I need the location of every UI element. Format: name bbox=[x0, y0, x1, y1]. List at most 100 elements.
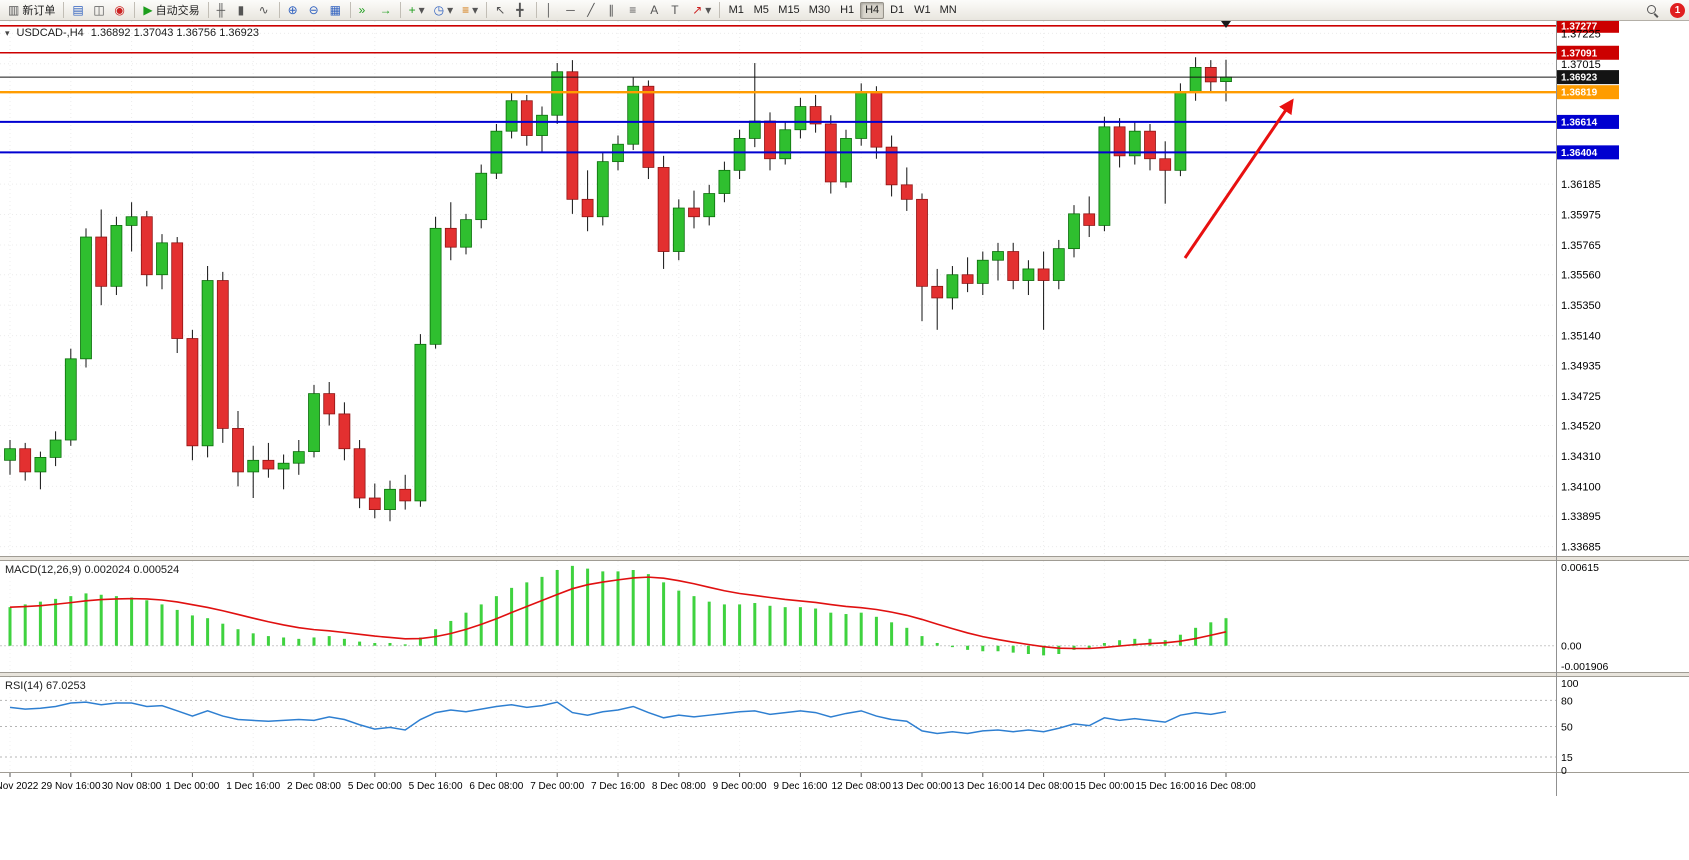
bar-chart-button[interactable]: ╫ bbox=[213, 1, 233, 19]
bearish-candle bbox=[657, 167, 670, 252]
date-axis-label: 30 Nov 08:00 bbox=[102, 781, 162, 792]
trendline-tool-button[interactable]: ╱ bbox=[583, 1, 603, 19]
line-chart-button[interactable]: ∿ bbox=[255, 1, 275, 19]
cursor-tool-button[interactable]: ↖ bbox=[491, 1, 511, 19]
chevron-down-icon: ▾ bbox=[705, 3, 712, 17]
bullish-candle bbox=[125, 216, 138, 226]
price-axis-label: 1.36185 bbox=[1561, 179, 1601, 191]
hline-support-1[interactable]: 1.36614 bbox=[0, 114, 1619, 129]
bullish-candle bbox=[855, 91, 868, 139]
timeframe-h4-button[interactable]: H4 bbox=[860, 1, 885, 19]
cursor-icon: ↖ bbox=[495, 3, 506, 17]
hline-resistance-1[interactable]: 1.37277 bbox=[0, 21, 1619, 33]
bearish-candle bbox=[520, 100, 533, 136]
bearish-candle bbox=[581, 198, 594, 218]
hline-support-2[interactable]: 1.36404 bbox=[0, 145, 1619, 160]
autotrading-button[interactable]: ▶ 自动交易 bbox=[139, 1, 203, 19]
horizontal-lines[interactable]: 1.37277 1.37091 1.36923 1.36819 1.36614 1.364… bbox=[0, 21, 1619, 160]
bearish-candle bbox=[323, 393, 336, 415]
bearish-candle bbox=[338, 413, 351, 450]
print-button[interactable]: ▤ bbox=[68, 1, 88, 19]
price-axis[interactable]: 1.37225 1.37015 1.36185 1.35975 1.35765 1.355… bbox=[1561, 28, 1601, 553]
chart-shift-button[interactable]: → bbox=[376, 1, 396, 19]
candlestick-series bbox=[4, 57, 1232, 522]
horizontal-line-tool-button[interactable]: ─ bbox=[562, 1, 582, 19]
hline-resistance-2[interactable]: 1.37091 bbox=[0, 45, 1619, 60]
crosshair-tool-button[interactable]: ╋ bbox=[512, 1, 532, 19]
timeframe-m30-button[interactable]: M30 bbox=[805, 2, 834, 19]
timeframe-m15-button[interactable]: M15 bbox=[774, 2, 803, 19]
bearish-candle bbox=[95, 236, 108, 287]
timeframe-w1-button[interactable]: W1 bbox=[910, 2, 935, 19]
channel-tool-button[interactable]: ∥ bbox=[604, 1, 624, 19]
date-axis-label: 7 Dec 00:00 bbox=[530, 781, 584, 792]
bullish-candle bbox=[779, 129, 792, 160]
fibonacci-tool-button[interactable]: ≡ bbox=[625, 1, 645, 19]
price-badge-label: 1.36819 bbox=[1561, 88, 1598, 99]
bearish-candle bbox=[216, 280, 229, 429]
timeframe-m1-button[interactable]: M1 bbox=[724, 2, 748, 19]
indicators-button[interactable]: ≡ ▾ bbox=[458, 1, 482, 19]
bullish-candle bbox=[703, 193, 716, 218]
price-axis-label: 1.35765 bbox=[1561, 240, 1601, 252]
bullish-candle bbox=[718, 169, 731, 194]
autotrading-icon: ▶ bbox=[143, 3, 153, 17]
rsi-indicator bbox=[0, 699, 1556, 758]
macd-axis[interactable]: 0.00615 0.00 -0.001906 bbox=[1561, 562, 1608, 673]
bullish-candle bbox=[627, 85, 640, 145]
text-tool-button[interactable]: A bbox=[646, 1, 666, 19]
bullish-candle bbox=[733, 138, 746, 171]
date-axis-label: 9 Dec 16:00 bbox=[773, 781, 827, 792]
bearish-candle bbox=[885, 146, 898, 186]
trend-arrow-annotation[interactable] bbox=[1183, 98, 1294, 259]
timeframe-mn-button[interactable]: MN bbox=[936, 2, 961, 19]
chart-canvas[interactable]: 1.37277 1.37091 1.36923 1.36819 1.36614 1.364… bbox=[0, 21, 1689, 860]
line-chart-icon: ∿ bbox=[258, 3, 269, 17]
timeframe-d1-button[interactable]: D1 bbox=[885, 2, 909, 19]
timeframe-h1-button[interactable]: H1 bbox=[835, 2, 859, 19]
chart-window[interactable]: 1.37277 1.37091 1.36923 1.36819 1.36614 1.364… bbox=[0, 21, 1689, 860]
tile-windows-button[interactable]: ▦ bbox=[326, 1, 346, 19]
bearish-candle bbox=[900, 184, 913, 200]
bullish-candle bbox=[49, 439, 62, 458]
candlestick-chart-button[interactable]: ▮ bbox=[234, 1, 254, 19]
date-axis-label: 6 Dec 08:00 bbox=[469, 781, 523, 792]
arrows-tool-button[interactable]: ↗ ▾ bbox=[688, 1, 715, 19]
notifications-badge[interactable]: 1 bbox=[1670, 2, 1685, 18]
bullish-candle bbox=[110, 225, 123, 287]
toolbar-separator bbox=[536, 2, 538, 18]
search-icon bbox=[1646, 4, 1659, 17]
toolbar-separator bbox=[349, 2, 351, 18]
hline-current-price[interactable]: 1.36923 bbox=[0, 70, 1619, 85]
bullish-candle bbox=[414, 343, 427, 502]
date-axis-label: 8 Dec 08:00 bbox=[652, 781, 706, 792]
label-tool-button[interactable]: T bbox=[667, 1, 687, 19]
auto-scroll-button[interactable]: » bbox=[355, 1, 375, 19]
panel-splitter[interactable] bbox=[0, 557, 1689, 560]
zoom-out-button[interactable]: ⊖ bbox=[305, 1, 325, 19]
bullish-candle bbox=[308, 393, 320, 453]
price-axis-label: 1.35140 bbox=[1561, 331, 1601, 343]
new-order-button[interactable]: ▥ 新订单 bbox=[4, 1, 59, 19]
rsi-axis[interactable]: 100 80 50 150 bbox=[1561, 678, 1579, 777]
bearish-candle bbox=[1037, 268, 1050, 281]
vertical-line-tool-button[interactable]: │ bbox=[541, 1, 561, 19]
time-marker bbox=[1221, 21, 1231, 28]
autotrading-label: 自动交易 bbox=[155, 5, 200, 17]
community-button[interactable]: ◉ bbox=[110, 1, 130, 19]
price-badge bbox=[1557, 70, 1619, 85]
new-chart-button[interactable]: + ▾ bbox=[405, 1, 429, 19]
timeframe-m5-button[interactable]: M5 bbox=[749, 2, 773, 19]
panel-splitter[interactable] bbox=[0, 673, 1689, 676]
bullish-candle bbox=[596, 161, 609, 218]
search-button[interactable] bbox=[1642, 1, 1663, 19]
date-axis-label: 2 Dec 08:00 bbox=[287, 781, 341, 792]
period-button[interactable]: ◷ ▾ bbox=[430, 1, 458, 19]
print-preview-button[interactable]: ◫ bbox=[89, 1, 109, 19]
bearish-candle bbox=[1083, 213, 1096, 226]
hline-orange-level[interactable]: 1.36819 bbox=[0, 85, 1619, 100]
zoom-in-button[interactable]: ⊕ bbox=[284, 1, 304, 19]
toolbar-separator bbox=[278, 2, 280, 18]
chart-menu-icon[interactable]: ▾ bbox=[5, 27, 10, 38]
